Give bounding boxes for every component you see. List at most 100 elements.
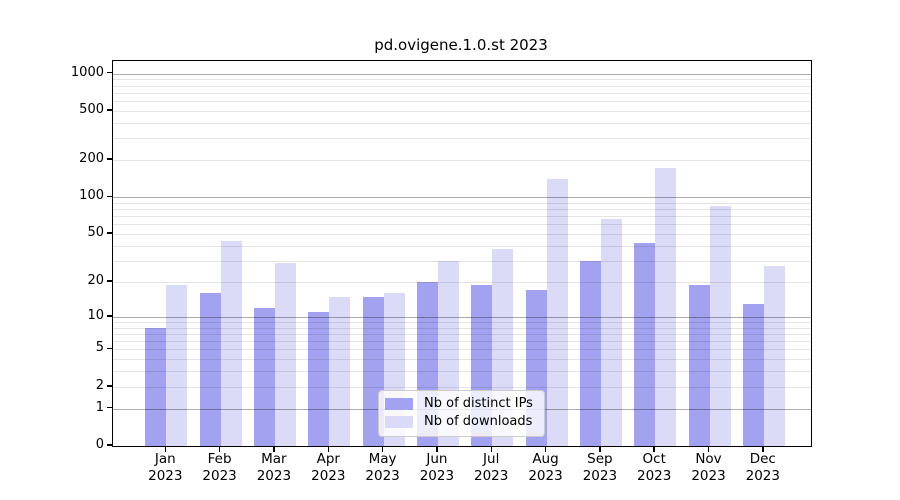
gridline-1000 <box>113 73 811 75</box>
y-tick-mark-500 <box>107 109 112 111</box>
gridline-7 <box>113 333 811 335</box>
x-tick-mark-oct <box>653 446 655 452</box>
x-tick-label-jan: Jan 2023 <box>137 451 193 485</box>
x-tick-mark-jul <box>490 446 492 452</box>
month-label: Oct <box>642 451 666 467</box>
month-label: Jul <box>483 451 500 467</box>
month-label: Jan <box>154 451 176 467</box>
x-tick-label-may: May 2023 <box>355 451 411 485</box>
year-label: 2023 <box>148 468 183 484</box>
gridline-400 <box>113 122 811 124</box>
gridline-4 <box>113 359 811 361</box>
bar-distinct-ips-mar <box>253 307 275 446</box>
gridline-30 <box>113 260 811 262</box>
gridline-6 <box>113 341 811 343</box>
x-tick-mark-may <box>381 446 384 452</box>
month-label: Nov <box>695 451 722 467</box>
legend-label-distinct-ips: Nb of distinct IPs <box>424 396 533 411</box>
x-tick-label-nov: Nov 2023 <box>681 451 737 485</box>
year-label: 2023 <box>419 468 455 484</box>
y-tick-label-200: 200 <box>79 151 104 167</box>
legend-label-downloads: Nb of downloads <box>424 414 533 429</box>
bar-downloads-aug <box>546 179 568 446</box>
gridline-500 <box>113 111 811 112</box>
y-tick-label-500: 500 <box>79 102 104 117</box>
legend-swatch-downloads <box>385 416 413 428</box>
gridline-100 <box>113 197 811 199</box>
y-tick-label-50: 50 <box>87 225 104 241</box>
gridline-50 <box>113 234 811 236</box>
year-label: 2023 <box>582 468 618 484</box>
x-tick-mark-sep <box>599 446 601 452</box>
legend-item-distinct-ips: Nb of distinct IPs <box>385 395 544 413</box>
month-label: Apr <box>316 451 340 467</box>
y-tick-label-100: 100 <box>79 188 104 204</box>
x-tick-label-feb: Feb 2023 <box>192 451 248 485</box>
x-tick-mark-apr <box>327 446 329 452</box>
y-tick-mark-100 <box>107 195 112 197</box>
gridline-80 <box>113 209 811 211</box>
bar-downloads-dec <box>763 266 785 446</box>
bar-downloads-jan <box>166 284 188 446</box>
y-tick-mark-50 <box>107 232 112 234</box>
x-tick-label-apr: Apr 2023 <box>300 451 356 485</box>
year-label: 2023 <box>474 468 509 484</box>
plot-area <box>112 60 812 447</box>
y-tick-mark-200 <box>107 158 112 160</box>
gridline-10 <box>113 316 811 318</box>
year-label: 2023 <box>202 468 237 484</box>
month-label: Mar <box>261 451 287 467</box>
gridline-600 <box>113 101 811 103</box>
gridline-5 <box>113 349 811 351</box>
gridline-300 <box>113 138 811 140</box>
bar-downloads-feb <box>220 240 242 446</box>
y-tick-mark-20 <box>107 280 112 282</box>
gridline-2 <box>113 386 811 388</box>
bar-distinct-ips-dec <box>742 303 764 446</box>
month-label: Aug <box>532 451 559 467</box>
y-tick-label-0: 0 <box>95 437 104 452</box>
bar-downloads-nov <box>709 205 731 446</box>
y-tick-mark-10 <box>107 315 112 317</box>
bar-distinct-ips-apr <box>308 312 330 446</box>
y-tick-mark-2 <box>107 385 112 387</box>
year-label: 2023 <box>691 468 726 484</box>
gridline-9 <box>113 321 811 323</box>
gridline-70 <box>113 216 811 218</box>
y-tick-mark-5 <box>107 347 112 350</box>
gridline-900 <box>113 79 811 81</box>
gridline-40 <box>113 245 811 247</box>
gridline-200 <box>113 160 811 162</box>
y-tick-mark-1 <box>107 406 112 409</box>
year-label: 2023 <box>528 468 563 484</box>
year-label: 2023 <box>311 468 346 484</box>
y-tick-label-5: 5 <box>95 340 104 356</box>
y-tick-label-2: 2 <box>95 377 104 393</box>
y-tick-label-1000: 1000 <box>70 64 104 80</box>
gridline-8 <box>113 327 811 329</box>
x-tick-label-jul: Jul 2023 <box>463 451 519 485</box>
bar-distinct-ips-jan <box>145 327 167 446</box>
month-label: May <box>368 451 397 467</box>
legend: Nb of distinct IPs Nb of downloads <box>378 390 545 437</box>
month-label: Jun <box>426 451 448 467</box>
y-tick-mark-1000 <box>107 71 112 74</box>
month-label: Sep <box>587 451 613 467</box>
bar-distinct-ips-oct <box>634 243 656 446</box>
x-tick-label-dec: Dec 2023 <box>735 451 791 485</box>
bar-downloads-sep <box>600 219 622 446</box>
year-label: 2023 <box>745 468 780 484</box>
bar-downloads-oct <box>655 167 677 446</box>
bar-downloads-mar <box>274 262 296 446</box>
chart-title: pd.ovigene.1.0.st 2023 <box>374 36 548 54</box>
x-tick-mark-nov <box>707 446 710 452</box>
x-tick-mark-jun <box>436 446 438 452</box>
gridline-90 <box>113 202 811 204</box>
x-tick-label-aug: Aug 2023 <box>518 451 574 485</box>
month-label: Feb <box>207 451 232 467</box>
gridline-800 <box>113 85 811 87</box>
y-tick-mark-0 <box>107 444 112 446</box>
month-label: Dec <box>749 451 776 467</box>
x-tick-mark-jan <box>164 446 167 452</box>
